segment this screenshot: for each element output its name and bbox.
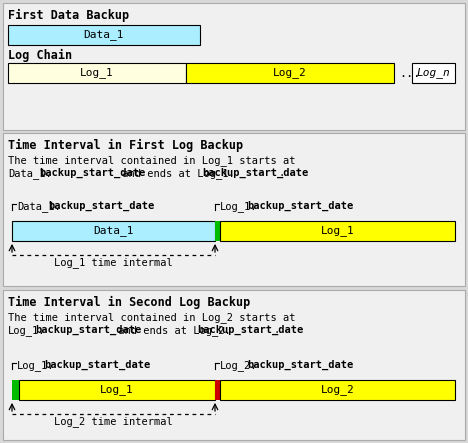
Bar (3, 3, 465, 130)
Bar (220, 221, 455, 241)
Text: Time Interval in Second Log Backup: Time Interval in Second Log Backup (8, 296, 250, 309)
Text: Time Interval in First Log Backup: Time Interval in First Log Backup (8, 139, 243, 152)
Text: Log_1 time intermal: Log_1 time intermal (54, 257, 173, 268)
Bar (220, 380, 455, 400)
Text: .: . (278, 168, 285, 178)
Text: First Data Backup: First Data Backup (8, 9, 129, 22)
Text: and ends at Log_2.: and ends at Log_2. (112, 325, 230, 336)
Text: Log_1: Log_1 (321, 225, 354, 237)
Text: .: . (274, 325, 280, 335)
Text: Log_2: Log_2 (321, 385, 354, 396)
Text: Log_1: Log_1 (80, 67, 114, 78)
Bar (3, 290, 465, 440)
Text: Data_1: Data_1 (93, 225, 134, 237)
Text: backup_start_date: backup_start_date (40, 168, 146, 178)
Bar (8, 63, 186, 83)
Bar (8, 25, 200, 45)
Text: Log_1.: Log_1. (17, 360, 54, 371)
Text: Log_2 time intermal: Log_2 time intermal (54, 416, 173, 427)
Bar (215, 380, 220, 400)
Text: Log_2.: Log_2. (220, 360, 257, 371)
Text: backup_start_date: backup_start_date (35, 325, 141, 335)
Text: backup_start_date: backup_start_date (202, 168, 308, 178)
Bar (3, 133, 465, 286)
Text: Log_1: Log_1 (100, 385, 134, 396)
Bar (186, 63, 394, 83)
Bar (215, 221, 220, 241)
Bar (19, 380, 215, 400)
Text: ...: ... (399, 66, 420, 79)
Text: Log_1.: Log_1. (220, 201, 257, 212)
Text: The time interval contained in Log_1 starts at: The time interval contained in Log_1 sta… (8, 155, 295, 166)
Text: backup_start_date: backup_start_date (197, 325, 304, 335)
Text: The time interval contained in Log_2 starts at: The time interval contained in Log_2 sta… (8, 312, 295, 323)
Text: Data_1.: Data_1. (8, 168, 52, 179)
Text: backup_start_date: backup_start_date (247, 201, 353, 211)
Text: Data_1: Data_1 (84, 30, 124, 40)
Bar (12, 380, 19, 400)
Text: Log_1.: Log_1. (8, 325, 45, 336)
Text: and ends at Log_1.: and ends at Log_1. (116, 168, 235, 179)
Text: Data_1.: Data_1. (17, 201, 61, 212)
Bar (412, 63, 455, 83)
Text: backup_start_date: backup_start_date (44, 360, 150, 370)
Text: backup_start_date: backup_start_date (49, 201, 155, 211)
Text: Log Chain: Log Chain (8, 49, 72, 62)
Text: Log_n: Log_n (417, 67, 450, 78)
Bar (12, 221, 215, 241)
Text: backup_start_date: backup_start_date (247, 360, 353, 370)
Text: Log_2: Log_2 (273, 67, 307, 78)
